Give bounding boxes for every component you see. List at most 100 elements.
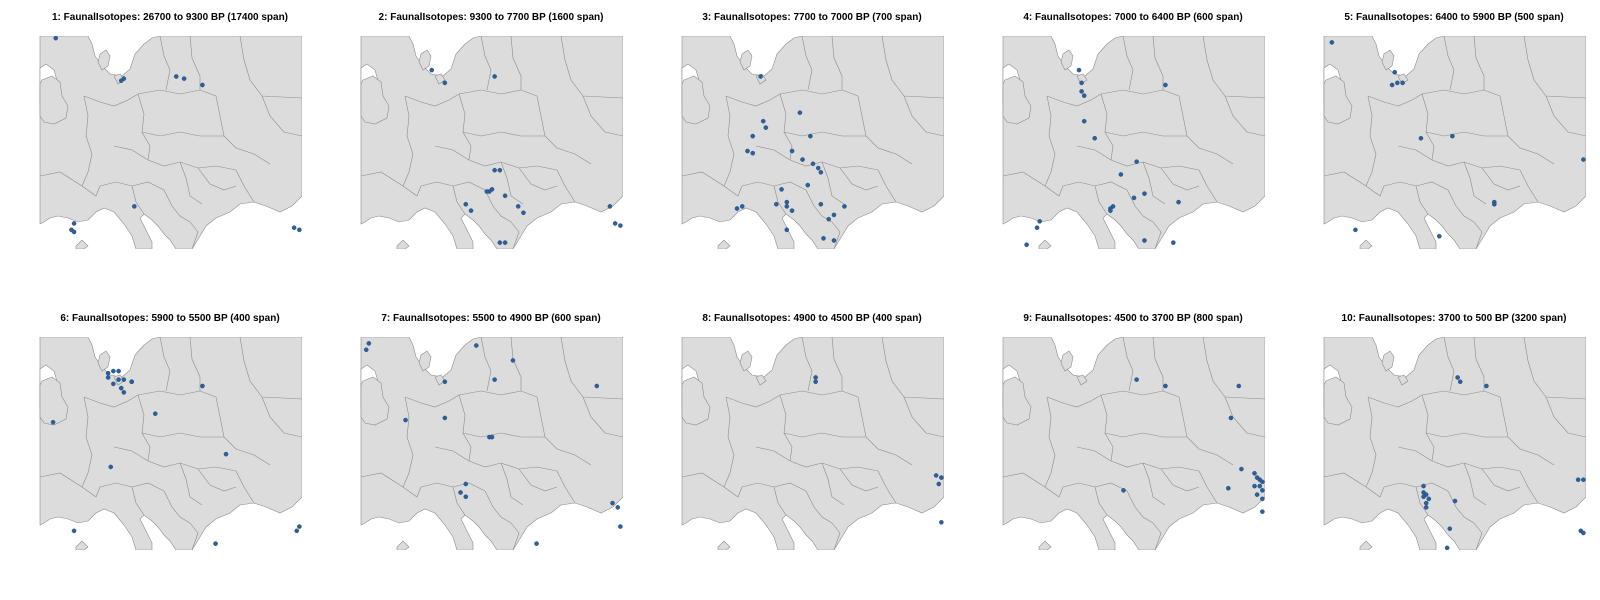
country-border [1152,522,1162,550]
country-border [903,95,944,137]
site-point [1421,483,1426,489]
island [1038,239,1052,249]
site-point [429,67,435,73]
site-point [784,227,790,233]
site-point [774,201,779,207]
site-point [492,377,497,382]
country-border [789,159,879,171]
country-border [801,36,813,91]
island [1359,540,1373,550]
site-point [294,528,300,534]
island [1002,376,1032,426]
country-border [560,36,623,99]
country-border [1365,185,1385,197]
country-border [163,490,191,524]
country-border [857,95,913,165]
site-point [818,170,824,175]
site-point [1444,545,1450,550]
site-point [789,148,795,154]
site-point [734,206,740,211]
country-border [1202,36,1265,99]
country-border [1473,522,1483,550]
island [755,374,767,386]
site-point [403,417,408,423]
site-point [463,201,469,207]
site-point [760,118,766,124]
country-border [1202,337,1265,400]
country-border [1323,472,1367,488]
site-point [1260,479,1265,485]
map-panel: 7: FaunalIsotopes: 5500 to 4900 BP (600 … [341,313,641,573]
country-border [877,169,897,203]
map-panel: 6: FaunalIsotopes: 5900 to 5500 BP (400 … [20,313,320,573]
site-point [607,204,613,209]
country-border [1473,337,1485,391]
country-border [1224,95,1265,137]
country-border [1076,145,1112,161]
country-border [1365,396,1377,488]
country-border [1178,396,1234,466]
site-point [492,167,497,173]
site-point [442,80,448,86]
country-border [83,93,139,107]
island [360,376,390,426]
site-point [1450,133,1455,139]
country-border [1046,93,1102,107]
site-point [939,475,944,480]
site-point [1418,135,1424,141]
site-point [1081,93,1087,98]
country-border [1094,486,1108,516]
country-border [723,185,743,197]
country-border [536,396,592,466]
site-point [458,490,463,495]
site-point [1423,505,1429,510]
country-border [510,221,520,249]
country-border [1100,390,1180,398]
country-border [839,167,879,191]
country-border [113,446,149,462]
site-point [1170,240,1176,245]
island [1381,350,1395,372]
land-mass [39,337,302,550]
country-border [783,131,866,137]
country-border [500,161,524,205]
country-border [1100,89,1180,97]
site-point [121,377,127,382]
site-point [1436,233,1442,239]
country-border [1152,221,1162,249]
country-border [141,131,224,137]
site-point [826,216,832,222]
country-border [404,394,460,408]
site-point [1108,208,1113,213]
country-border [1104,432,1187,438]
site-point [1034,225,1040,230]
country-border [1044,185,1064,197]
country-border [1076,446,1112,462]
site-point [612,221,618,226]
island [39,376,69,426]
country-border [39,472,83,488]
country-border [402,396,414,488]
site-point [1329,40,1335,45]
europe-map [39,36,302,249]
country-border [1421,89,1501,97]
panel-title: 7: FaunalIsotopes: 5500 to 4900 BP (600 … [381,313,601,324]
country-border [434,145,470,161]
country-border [179,462,203,506]
site-point [366,341,372,346]
site-point [594,383,600,389]
country-border [480,36,492,91]
country-border [215,396,271,466]
country-border [1365,486,1385,498]
country-border [235,470,255,504]
island [1323,75,1353,125]
country-border [131,185,145,215]
site-point [1081,118,1087,124]
site-point [200,82,205,88]
site-point [118,385,124,391]
country-border [1447,490,1475,524]
site-point [1581,530,1586,536]
country-border [39,171,83,187]
site-point [1392,69,1398,75]
country-border [1463,462,1487,506]
